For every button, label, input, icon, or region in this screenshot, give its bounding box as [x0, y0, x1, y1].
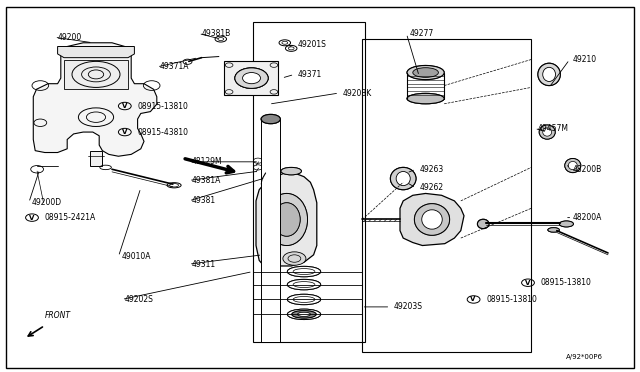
Text: 48129M: 48129M: [192, 157, 223, 166]
Text: V: V: [470, 296, 476, 302]
Text: A/92*00P6: A/92*00P6: [566, 354, 604, 360]
Text: V: V: [29, 215, 34, 221]
Text: 49263: 49263: [419, 165, 444, 174]
Polygon shape: [58, 46, 134, 58]
Text: 49200D: 49200D: [32, 198, 62, 207]
Ellipse shape: [415, 204, 450, 235]
Text: 49203K: 49203K: [342, 89, 372, 97]
Text: 49201S: 49201S: [298, 40, 326, 49]
Ellipse shape: [235, 68, 268, 89]
Ellipse shape: [422, 210, 442, 229]
Bar: [261, 119, 280, 342]
Text: 49010A: 49010A: [122, 252, 151, 261]
Ellipse shape: [287, 294, 321, 305]
Ellipse shape: [568, 161, 577, 170]
Text: V: V: [525, 280, 530, 286]
Ellipse shape: [559, 221, 573, 227]
Ellipse shape: [273, 203, 300, 236]
Ellipse shape: [292, 311, 316, 318]
Ellipse shape: [540, 125, 556, 139]
Text: 49381B: 49381B: [202, 29, 231, 38]
Ellipse shape: [415, 204, 450, 235]
Ellipse shape: [407, 93, 444, 104]
Ellipse shape: [261, 114, 280, 124]
Ellipse shape: [413, 68, 438, 77]
Ellipse shape: [477, 219, 489, 228]
Ellipse shape: [390, 167, 416, 190]
Ellipse shape: [407, 93, 444, 104]
Text: 08915-13810: 08915-13810: [138, 102, 188, 110]
Text: 08915-43810: 08915-43810: [138, 128, 189, 137]
Text: 49210: 49210: [573, 55, 597, 64]
Text: 49277: 49277: [410, 29, 434, 38]
Text: 49371A: 49371A: [160, 62, 189, 71]
Ellipse shape: [235, 68, 268, 89]
Ellipse shape: [538, 63, 561, 86]
Text: FRONT: FRONT: [45, 311, 71, 320]
Ellipse shape: [287, 266, 321, 277]
Ellipse shape: [292, 311, 316, 318]
Ellipse shape: [564, 158, 581, 173]
Ellipse shape: [540, 125, 556, 139]
Ellipse shape: [287, 266, 321, 277]
Ellipse shape: [548, 228, 559, 232]
Ellipse shape: [266, 193, 308, 246]
Polygon shape: [400, 193, 464, 246]
Ellipse shape: [239, 71, 264, 86]
Bar: [64, 60, 128, 89]
Ellipse shape: [543, 67, 556, 81]
Text: 49262: 49262: [419, 183, 444, 192]
Polygon shape: [33, 43, 157, 156]
Text: 08915-13810: 08915-13810: [486, 295, 537, 304]
Text: 08915-2421A: 08915-2421A: [45, 213, 96, 222]
Ellipse shape: [559, 221, 573, 227]
Ellipse shape: [407, 65, 444, 80]
Ellipse shape: [287, 309, 321, 320]
Ellipse shape: [390, 167, 416, 190]
Ellipse shape: [287, 279, 321, 290]
Text: 49381A: 49381A: [192, 176, 221, 185]
Polygon shape: [256, 173, 317, 266]
Ellipse shape: [298, 312, 310, 316]
Text: V: V: [122, 129, 127, 135]
Polygon shape: [90, 151, 102, 166]
Ellipse shape: [564, 158, 581, 173]
Ellipse shape: [287, 294, 321, 305]
Ellipse shape: [298, 312, 310, 316]
Circle shape: [283, 252, 306, 265]
Bar: [224, 61, 278, 95]
Bar: [362, 39, 531, 352]
Ellipse shape: [548, 228, 559, 232]
Text: 08915-13810: 08915-13810: [541, 278, 591, 287]
Ellipse shape: [287, 279, 321, 290]
Ellipse shape: [281, 167, 301, 175]
Text: 49203S: 49203S: [394, 302, 422, 311]
Ellipse shape: [396, 171, 410, 186]
Bar: [253, 22, 365, 342]
Ellipse shape: [538, 63, 561, 86]
Ellipse shape: [477, 219, 489, 228]
Text: 48200A: 48200A: [573, 213, 602, 222]
Ellipse shape: [261, 114, 280, 124]
Ellipse shape: [543, 128, 552, 136]
Text: 48200B: 48200B: [573, 165, 602, 174]
Text: 49311: 49311: [192, 260, 216, 269]
Ellipse shape: [243, 73, 260, 84]
Ellipse shape: [287, 309, 321, 320]
Text: 49200: 49200: [58, 33, 82, 42]
Ellipse shape: [281, 167, 301, 175]
Text: 49381: 49381: [192, 196, 216, 205]
Ellipse shape: [407, 65, 444, 80]
Text: 49371: 49371: [298, 70, 322, 79]
Ellipse shape: [273, 203, 300, 236]
Text: 49457M: 49457M: [538, 124, 568, 133]
Ellipse shape: [266, 193, 308, 246]
Text: V: V: [122, 103, 127, 109]
Text: 49202S: 49202S: [125, 295, 154, 304]
